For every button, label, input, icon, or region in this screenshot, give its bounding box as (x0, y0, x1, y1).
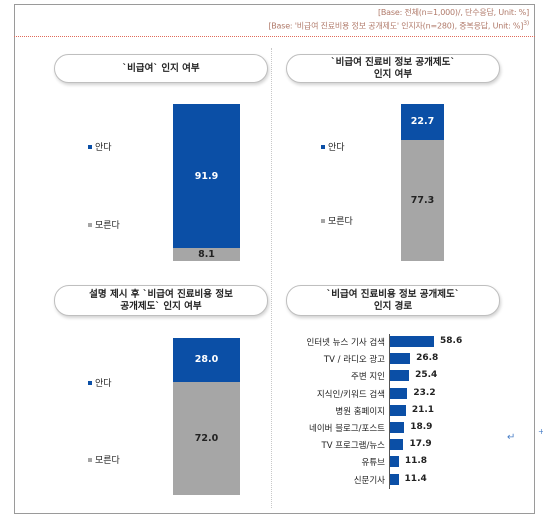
plus-mark-icon: + (538, 427, 543, 436)
legend-swatch (321, 218, 325, 223)
bar-value-label: 21.1 (411, 404, 435, 415)
header-divider (14, 36, 535, 37)
bar-value-label: 11.8 (404, 456, 428, 467)
category-label: 병원 홈페이지 (335, 406, 385, 417)
category-label: 네이버 블로그/포스트 (309, 424, 385, 434)
panel2-title: `비급여 진료비 정보 공개제도` 인지 여부 (286, 54, 500, 83)
return-mark-icon: ↵ (507, 432, 516, 443)
legend-swatch (88, 457, 92, 462)
panel1-legend-know: 안다 (88, 140, 112, 153)
bar (390, 439, 404, 451)
category-label: 지식인/키워드 검색 (316, 389, 385, 400)
bar-segment-know: 22.7 (401, 104, 444, 140)
bar-segment-dont-know: 72.0 (173, 381, 240, 495)
base-note-2: [Base: '비급여 진료비용 정보 공개제도' 인지자(n=280), 중복… (268, 20, 529, 31)
panel3-legend-dont: 모른다 (88, 453, 120, 466)
panel1-legend-dont: 모른다 (88, 218, 120, 231)
bar (390, 456, 399, 468)
category-label: 주변 지인 (351, 372, 385, 383)
bar-value-label: 18.9 (410, 422, 433, 432)
figure-frame (14, 4, 535, 514)
bar-segment-know: 91.9 (173, 104, 240, 249)
panel-divider (271, 48, 272, 508)
category-label: TV 프로그램/뉴스 (321, 441, 386, 452)
bar-value-label: 23.2 (413, 387, 436, 398)
bar-segment-dont-know: 8.1 (173, 248, 240, 261)
panel3-legend-know: 안다 (88, 376, 112, 389)
bar-segment-dont-know: 77.3 (401, 139, 444, 261)
panel2-legend-know: 안다 (321, 140, 345, 153)
bar (390, 387, 408, 399)
bar (390, 473, 399, 485)
category-label: 신문기사 (353, 475, 385, 486)
base-note-1: [Base: 전체(n=1,000)/, 단수응답, Unit: %] (377, 8, 529, 17)
category-label: 인터넷 뉴스 기사 검색 (306, 338, 386, 348)
y-axis-line (389, 334, 390, 489)
bar-value-label: 25.4 (415, 370, 438, 381)
bar-segment-know: 28.0 (173, 338, 240, 382)
bar (390, 353, 411, 365)
bar-value-label: 26.8 (416, 353, 439, 364)
bar-value-label: 17.9 (409, 439, 432, 450)
panel4-title: `비급여 진료비용 정보 공개제도` 인지 경로 (286, 285, 500, 316)
legend-swatch (321, 144, 325, 149)
bar-value-label: 58.6 (440, 336, 463, 346)
bar (390, 422, 405, 433)
legend-swatch (88, 380, 92, 385)
panel1-title: `비급여` 인지 여부 (54, 54, 268, 83)
category-label: TV / 라디오 광고 (323, 355, 385, 366)
category-label: 유튜브 (361, 458, 385, 469)
panel2-legend-dont: 모른다 (321, 214, 353, 227)
legend-swatch (88, 222, 92, 227)
bar (390, 370, 410, 382)
legend-swatch (88, 144, 92, 149)
panel3-title: 설명 제시 후 `비급여 진료비용 정보 공개제도` 인지 여부 (54, 285, 268, 316)
bar (390, 404, 406, 416)
bar (390, 336, 434, 347)
bar-value-label: 11.4 (404, 473, 427, 484)
